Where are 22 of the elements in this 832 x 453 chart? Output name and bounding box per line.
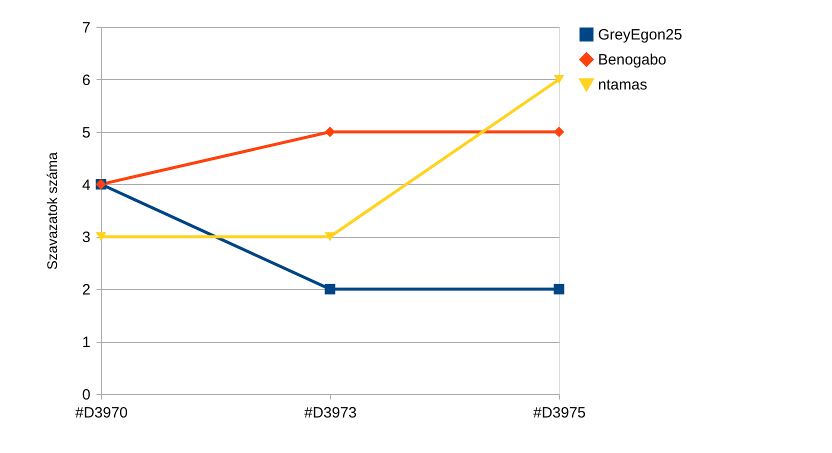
point — [554, 74, 564, 84]
legend-label: Benogabo — [598, 52, 666, 68]
point — [324, 126, 336, 138]
y-axis-title: Szavazatok száma — [44, 152, 60, 270]
legend-label: ntamas — [598, 76, 648, 94]
y-tick-label: 5 — [82, 124, 90, 142]
x-tick-label: #D3970 — [75, 404, 128, 422]
y-tick-label: 7 — [82, 20, 90, 36]
legend-label: GreyEgon25 — [598, 26, 682, 44]
point — [554, 126, 564, 138]
y-tick-label: 1 — [82, 334, 90, 352]
point — [324, 232, 336, 242]
y-tick-label: 3 — [82, 229, 90, 246]
x-tick-label: #D3975 — [533, 404, 586, 422]
y-tick-label: 4 — [82, 176, 90, 194]
y-tick-label: 0 — [82, 386, 90, 404]
y-tick-label: 2 — [82, 282, 90, 299]
x-tick-label: #D3973 — [304, 404, 357, 422]
point — [324, 284, 336, 294]
point — [554, 284, 564, 294]
y-tick-label: 6 — [82, 72, 90, 89]
point — [96, 232, 106, 242]
